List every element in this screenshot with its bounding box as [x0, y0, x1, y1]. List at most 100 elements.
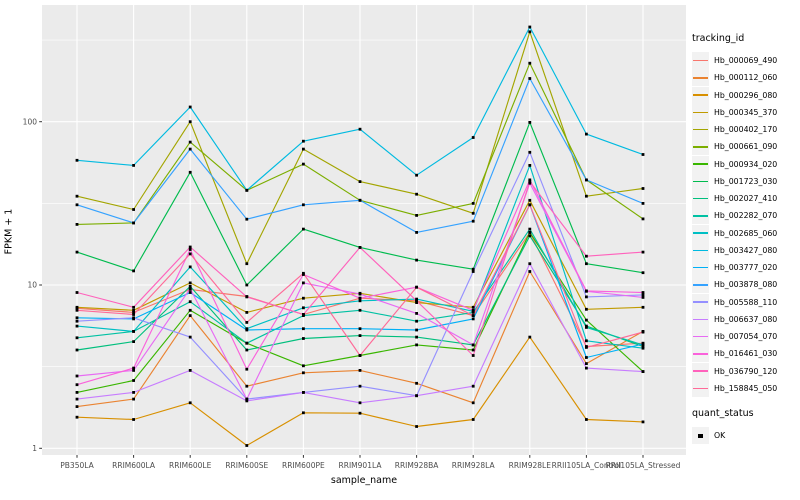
data-point	[641, 345, 645, 348]
data-point	[302, 271, 305, 275]
data-point	[471, 343, 475, 347]
x-tick-label: RRII105LA_Stressed	[606, 461, 681, 470]
legend-item-Hb_000661_090: Hb_000661_090	[692, 138, 798, 156]
data-point	[188, 147, 192, 151]
data-point	[471, 418, 475, 421]
data-point	[585, 356, 588, 359]
data-point	[528, 164, 532, 167]
legend-key-line-icon	[692, 276, 709, 294]
legend-key-line-icon	[692, 121, 709, 139]
legend-item-Hb_006637_080: Hb_006637_080	[692, 310, 798, 328]
data-point	[245, 217, 249, 221]
data-point	[75, 316, 79, 320]
data-point	[528, 231, 532, 234]
data-point	[585, 339, 588, 343]
data-point	[415, 258, 418, 262]
data-point	[415, 335, 418, 339]
legend-item-Hb_003777_020: Hb_003777_020	[692, 259, 798, 277]
legend-item-label: Hb_000296_080	[714, 90, 778, 100]
legend-item-ok-label: OK	[714, 431, 726, 441]
data-point	[188, 245, 192, 249]
data-point	[471, 314, 475, 317]
data-point	[302, 391, 305, 394]
data-point	[245, 295, 249, 299]
legend-key-line-icon	[692, 224, 709, 242]
data-point	[415, 394, 418, 398]
data-point	[188, 252, 192, 256]
legend-key-line-icon	[692, 190, 709, 208]
data-point	[641, 296, 645, 299]
legend-item-Hb_007054_070: Hb_007054_070	[692, 328, 798, 346]
data-point	[358, 369, 362, 372]
data-point	[415, 425, 418, 428]
y-tick-label: 1	[32, 444, 37, 453]
data-point	[302, 337, 305, 340]
legend-item-label: Hb_000402_170	[714, 125, 778, 135]
data-point	[358, 411, 362, 415]
data-point	[528, 77, 532, 80]
data-point	[75, 397, 79, 401]
data-point	[585, 254, 588, 258]
legend-item-Hb_000069_490: Hb_000069_490	[692, 52, 798, 70]
panel-background	[42, 5, 686, 455]
legend-item-label: Hb_007054_070	[714, 332, 778, 342]
data-point	[528, 270, 532, 273]
data-point	[585, 295, 588, 299]
legend-item-label: Hb_158845_050	[714, 383, 778, 393]
legend-item-Hb_002685_060: Hb_002685_060	[692, 224, 798, 242]
x-tick-label: RRIM901LA	[339, 461, 383, 470]
data-point	[132, 391, 135, 394]
data-point	[188, 285, 192, 288]
data-point	[585, 346, 588, 349]
legend-item-label: Hb_000345_370	[714, 107, 778, 117]
data-point	[641, 153, 645, 156]
data-point	[358, 401, 362, 405]
data-point	[528, 121, 532, 124]
legend-title-tracking-id: tracking_id	[692, 33, 745, 44]
data-point	[641, 202, 645, 205]
data-point	[75, 158, 79, 162]
data-point	[245, 348, 249, 352]
legend-key-line-icon	[692, 69, 709, 87]
x-tick-label: RRIM928LA	[452, 461, 496, 470]
legend-key-line-icon	[692, 155, 709, 173]
legend: tracking_id Hb_000069_490 Hb_000112_060 Hb…	[692, 33, 798, 445]
legend-item-label: Hb_006637_080	[714, 314, 778, 324]
data-point	[188, 300, 192, 304]
data-point	[415, 214, 418, 217]
data-point	[188, 291, 192, 294]
data-point	[132, 397, 135, 401]
data-point	[302, 327, 305, 331]
data-point	[471, 401, 475, 405]
data-point	[132, 313, 135, 316]
data-point	[471, 211, 475, 215]
data-point	[471, 305, 475, 309]
data-point	[245, 367, 249, 371]
data-point	[245, 341, 249, 345]
legend-item-Hb_016461_030: Hb_016461_030	[692, 345, 798, 363]
data-point	[358, 246, 362, 249]
data-point	[245, 283, 249, 287]
data-point	[245, 328, 249, 332]
data-point	[528, 180, 532, 183]
data-point	[188, 287, 192, 290]
data-point	[641, 293, 645, 297]
data-point	[415, 319, 418, 323]
legend-key-line-icon	[692, 345, 709, 363]
data-point	[641, 420, 645, 424]
data-point	[245, 444, 249, 447]
data-point	[245, 399, 249, 403]
data-point	[75, 203, 79, 207]
legend-key-line-icon	[692, 138, 709, 156]
data-point	[415, 297, 418, 301]
legend-item-Hb_003878_080: Hb_003878_080	[692, 276, 798, 294]
data-point	[415, 301, 418, 304]
legend-item-Hb_002027_410: Hb_002027_410	[692, 190, 798, 208]
data-point	[188, 140, 192, 144]
data-point	[528, 198, 532, 202]
data-point	[415, 312, 418, 315]
x-tick-label: RRIM600SE	[225, 461, 268, 470]
x-tick-label: PB350LA	[60, 461, 94, 470]
